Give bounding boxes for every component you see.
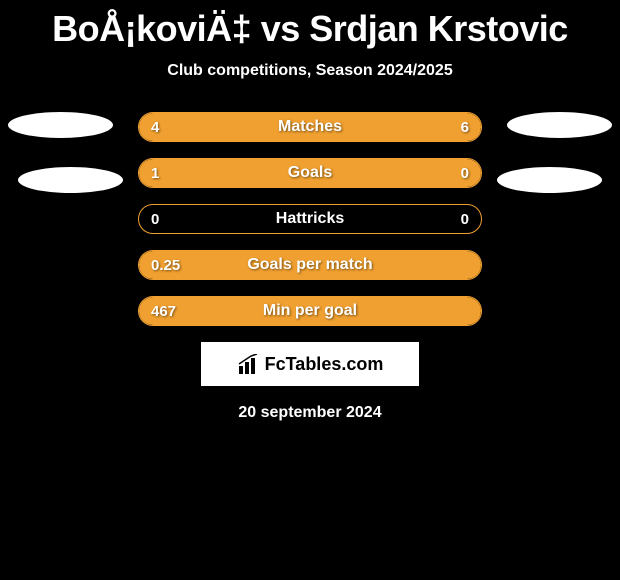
stat-right-value: 6 xyxy=(461,119,469,136)
stat-label: Goals xyxy=(288,164,332,182)
stat-left-value: 0 xyxy=(151,211,159,228)
stat-right-value: 0 xyxy=(461,211,469,228)
date-text: 20 september 2024 xyxy=(0,404,620,422)
stat-fill-left xyxy=(139,159,402,187)
logo-text: FcTables.com xyxy=(265,354,384,375)
stat-label: Hattricks xyxy=(276,210,344,228)
stat-row: 4 Matches 6 xyxy=(138,112,482,142)
page-title: BoÅ¡koviÄ‡ vs Srdjan Krstovic xyxy=(0,0,620,50)
stat-row: 0 Hattricks 0 xyxy=(138,204,482,234)
player-right-ellipse-1 xyxy=(507,112,612,138)
stat-label: Min per goal xyxy=(263,302,357,320)
stat-left-value: 1 xyxy=(151,165,159,182)
stat-fill-right xyxy=(402,159,481,187)
stat-rows: 4 Matches 6 1 Goals 0 0 Hattricks 0 0.25 Goals per… xyxy=(0,112,620,326)
player-left-ellipse-2 xyxy=(18,167,123,193)
player-right-ellipse-2 xyxy=(497,167,602,193)
chart-icon xyxy=(237,354,261,374)
subtitle: Club competitions, Season 2024/2025 xyxy=(0,62,620,80)
logo-box[interactable]: FcTables.com xyxy=(201,342,419,386)
stat-label: Goals per match xyxy=(247,256,372,274)
player-left-ellipse-1 xyxy=(8,112,113,138)
logo-content: FcTables.com xyxy=(237,354,384,375)
stat-label: Matches xyxy=(278,118,342,136)
stat-left-value: 4 xyxy=(151,119,159,136)
stat-left-value: 467 xyxy=(151,303,176,320)
stat-row: 467 Min per goal xyxy=(138,296,482,326)
stats-container: 4 Matches 6 1 Goals 0 0 Hattricks 0 0.25 Goals per… xyxy=(0,112,620,326)
stat-row: 1 Goals 0 xyxy=(138,158,482,188)
stat-row: 0.25 Goals per match xyxy=(138,250,482,280)
stat-right-value: 0 xyxy=(461,165,469,182)
stat-left-value: 0.25 xyxy=(151,257,180,274)
